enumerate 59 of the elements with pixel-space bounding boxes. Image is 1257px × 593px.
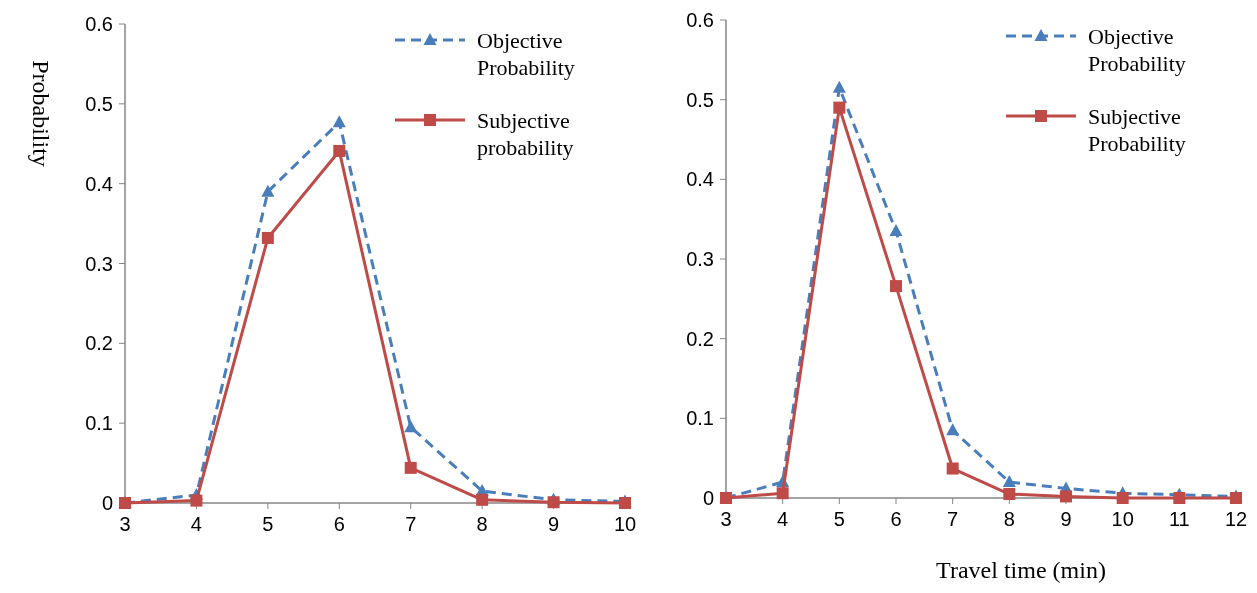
y-tick-label: 0.4	[686, 168, 714, 191]
x-tick-label: 4	[190, 513, 202, 535]
x-tick-label: 3	[720, 508, 732, 530]
point	[261, 231, 274, 244]
y-tick-label: 0.3	[686, 248, 714, 270]
legend-label: Objective Probability	[477, 27, 575, 81]
x-tick-label: 11	[1168, 508, 1190, 530]
x-tick-label: 8	[476, 513, 488, 535]
x-axis-title: Travel time (min)	[936, 557, 1106, 583]
y-tick-label: 0.6	[85, 13, 113, 35]
x-tick-label: 5	[833, 508, 845, 530]
point	[333, 144, 346, 157]
point	[776, 487, 789, 500]
y-tick-label: 0.6	[686, 9, 714, 31]
point	[190, 494, 203, 507]
x-tick-label: 10	[1111, 508, 1134, 530]
point	[1116, 492, 1129, 504]
y-axis-title: Probability	[28, 60, 54, 167]
y-tick-label: 0.5	[686, 88, 714, 111]
x-tick-label: 4	[777, 508, 789, 530]
x-tick-label: 6	[333, 513, 345, 535]
x-tick-label: 8	[1003, 508, 1015, 530]
point	[946, 462, 959, 475]
x-tick-label: 7	[405, 513, 417, 535]
y-tick-label: 0	[101, 492, 113, 514]
point	[476, 493, 489, 506]
y-tick-label: 0.4	[85, 172, 113, 195]
point	[832, 80, 846, 93]
point	[1003, 488, 1016, 501]
y-tick-label: 0.3	[85, 252, 113, 275]
x-tick-label: 3	[119, 513, 131, 535]
y-tick-label: 0.2	[85, 332, 113, 355]
point	[833, 101, 846, 114]
point	[946, 423, 960, 436]
y-tick-label: 0.2	[686, 327, 714, 350]
point	[547, 496, 560, 509]
x-tick-label: 5	[262, 513, 274, 535]
x-tick-label: 12	[1224, 508, 1248, 530]
point	[889, 224, 903, 237]
point	[1002, 475, 1016, 488]
legend-label: Subjective probability	[477, 107, 574, 161]
x-tick-label: 7	[947, 508, 959, 530]
y-tick-label: 0.1	[686, 407, 714, 430]
legend-label: Objective Probability	[1088, 23, 1186, 77]
x-tick-label: 9	[548, 513, 560, 535]
point	[1060, 490, 1072, 503]
point	[1173, 492, 1186, 504]
legend-label: Subjective Probability	[1088, 103, 1186, 157]
x-tick-label: 9	[1060, 508, 1072, 530]
point	[332, 115, 346, 128]
y-tick-label: 0.5	[85, 92, 113, 115]
point	[890, 280, 902, 293]
x-tick-label: 6	[890, 508, 902, 530]
y-tick-label: 0.1	[85, 412, 113, 435]
point	[261, 184, 275, 197]
point	[404, 420, 418, 433]
x-tick-label: 10	[613, 513, 637, 535]
y-tick-label: 0	[702, 487, 714, 509]
point	[404, 461, 417, 474]
